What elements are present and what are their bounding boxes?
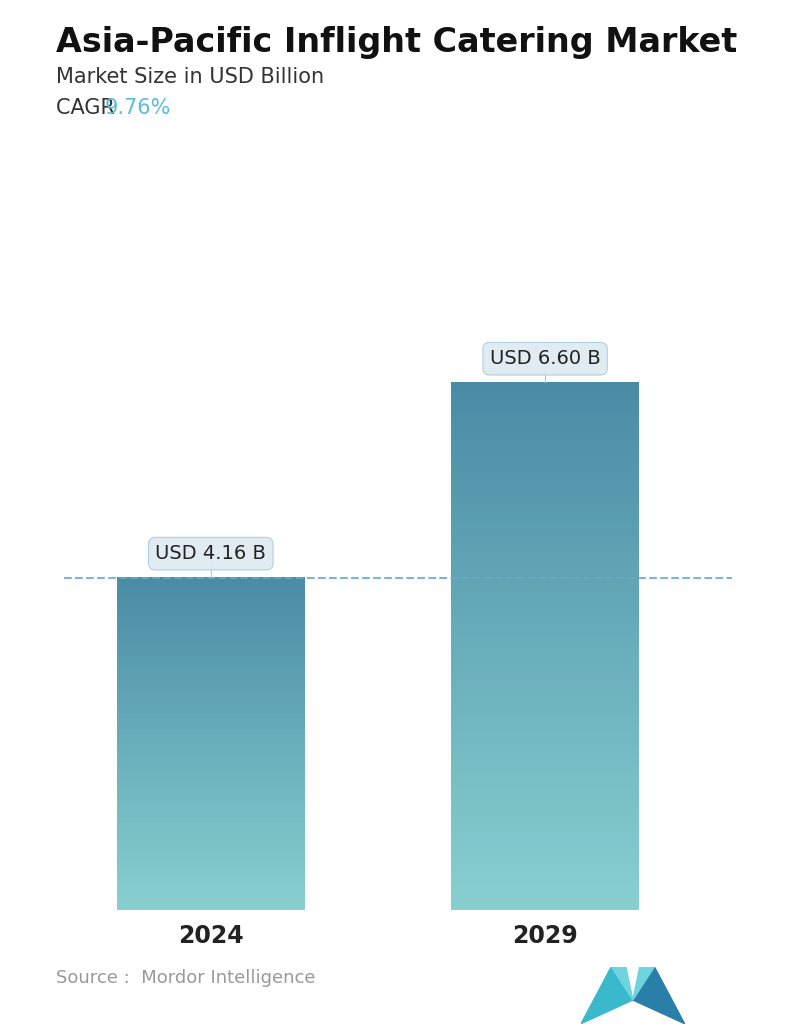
Text: Market Size in USD Billion: Market Size in USD Billion <box>56 67 324 87</box>
Polygon shape <box>581 967 633 1024</box>
Polygon shape <box>611 967 633 1000</box>
Text: Source :  Mordor Intelligence: Source : Mordor Intelligence <box>56 970 315 987</box>
Text: CAGR: CAGR <box>56 98 121 118</box>
Text: Asia-Pacific Inflight Catering Market: Asia-Pacific Inflight Catering Market <box>56 26 737 59</box>
Polygon shape <box>633 967 685 1024</box>
Text: USD 6.60 B: USD 6.60 B <box>490 349 600 368</box>
Text: 9.76%: 9.76% <box>105 98 171 118</box>
Text: USD 4.16 B: USD 4.16 B <box>155 544 266 564</box>
Polygon shape <box>633 967 654 1000</box>
